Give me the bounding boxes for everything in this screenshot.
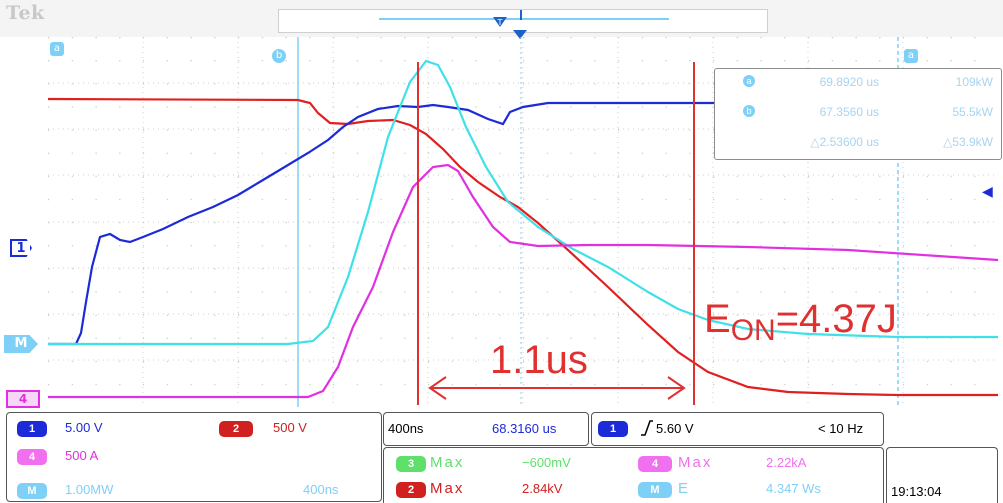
ch1-waveform — [48, 101, 998, 346]
ch1-scale: 5.00 V — [65, 420, 103, 435]
math-ground-marker[interactable]: M — [4, 335, 38, 353]
ch1-badge[interactable]: 1 — [17, 421, 47, 437]
ch2-badge[interactable]: 2 — [219, 421, 253, 437]
meas-math-badge: M — [638, 482, 672, 498]
rising-edge-icon — [640, 419, 654, 437]
ch2-scale: 500 V — [273, 420, 307, 435]
energy-subscript: ON — [730, 314, 776, 347]
cursor-delta-row: △2.53600 us △53.9kW — [715, 135, 1001, 155]
clock-time: 19:13:04 — [891, 484, 942, 499]
clock-panel: 19:13:04 — [886, 447, 998, 503]
horizontal-position: 68.3160 us — [492, 421, 557, 436]
meas-ch3-badge: 3 — [396, 456, 426, 472]
cursor-delta-time: △2.53600 us — [810, 135, 879, 149]
meas-ch4-type: Max — [678, 454, 713, 471]
ch4-ground-marker[interactable]: 4 — [6, 390, 40, 408]
cursor-b-value: 55.5kW — [952, 105, 993, 119]
measurements-panel[interactable]: 3 Max −600mV 4 Max 2.22kA 2 Max 2.84kV M… — [383, 447, 884, 503]
interval-annotation: 1.1us — [490, 338, 588, 382]
record-view-graphic: T — [379, 10, 669, 27]
trigger-source-badge[interactable]: 1 — [598, 421, 628, 437]
ch4-waveform — [48, 163, 998, 399]
energy-annotation: EON=4.37J — [704, 296, 897, 354]
meas-math-value: 4.347 Ws — [766, 481, 821, 496]
meas-math-type: E — [678, 480, 691, 497]
trigger-panel[interactable]: 1 5.60 V < 10 Hz — [591, 412, 884, 446]
energy-prefix: E — [704, 297, 731, 341]
cursor-b-marker-icon: b — [272, 49, 286, 63]
trigger-level: 5.60 V — [656, 421, 694, 436]
horizontal-timebase: 400ns — [388, 421, 424, 436]
cursor-b-row: b 67.3560 us 55.5kW — [715, 105, 1001, 125]
math-timebase: 400ns — [303, 482, 339, 497]
ch4-scale: 500 A — [65, 448, 99, 463]
meas-ch2-badge: 2 — [396, 482, 426, 498]
cursor-a-marker-icon: a — [50, 42, 64, 56]
ch2-waveform — [48, 97, 998, 397]
svg-text:T: T — [497, 18, 503, 27]
brand-logo: Tek — [6, 2, 45, 24]
cursor-readout-panel: a 69.8920 us 109kW b 67.3560 us 55.5kW △… — [714, 68, 1002, 160]
meas-ch4-badge: 4 — [638, 456, 672, 472]
cursor-b-badge: b — [743, 105, 755, 117]
meas-ch2-value: 2.84kV — [522, 481, 563, 496]
math-badge[interactable]: M — [17, 483, 47, 499]
cursor-a-value: 109kW — [955, 75, 993, 89]
ch4-badge[interactable]: 4 — [17, 449, 47, 465]
horizontal-panel[interactable]: 400ns 68.3160 us — [383, 412, 589, 446]
meas-ch2-type: Max — [430, 480, 465, 497]
channel-scale-panel[interactable]: 1 5.00 V 2 500 V 4 500 A M 1.00MW 400ns — [6, 412, 382, 502]
meas-ch4-value: 2.22kA — [766, 455, 807, 470]
ch1-ground-marker[interactable]: 1 — [10, 239, 32, 257]
cursor-a-row: a 69.8920 us 109kW — [715, 75, 1001, 95]
cursor-delta-value: △53.9kW — [943, 135, 993, 149]
cursor-b-time: 67.3560 us — [819, 105, 879, 119]
trigger-level-icon[interactable]: ◀ — [982, 184, 993, 200]
graticule-divisions — [48, 37, 998, 407]
meas-ch3-value: −600mV — [522, 455, 571, 470]
energy-value: =4.37J — [775, 297, 897, 341]
trigger-position-icon — [493, 17, 507, 27]
record-view-bar[interactable]: T — [278, 9, 768, 33]
trigger-frequency: < 10 Hz — [818, 421, 864, 436]
cursor-a-badge: a — [743, 75, 755, 87]
horizontal-position-marker[interactable] — [513, 30, 527, 39]
cursor-a-time: 69.8920 us — [819, 75, 879, 89]
interval-double-arrow — [428, 376, 686, 400]
ch3-waveform — [48, 59, 998, 346]
math-scale: 1.00MW — [65, 482, 114, 497]
cursor-a-top-marker-icon: a — [904, 49, 918, 63]
meas-ch3-type: Max — [430, 454, 465, 471]
